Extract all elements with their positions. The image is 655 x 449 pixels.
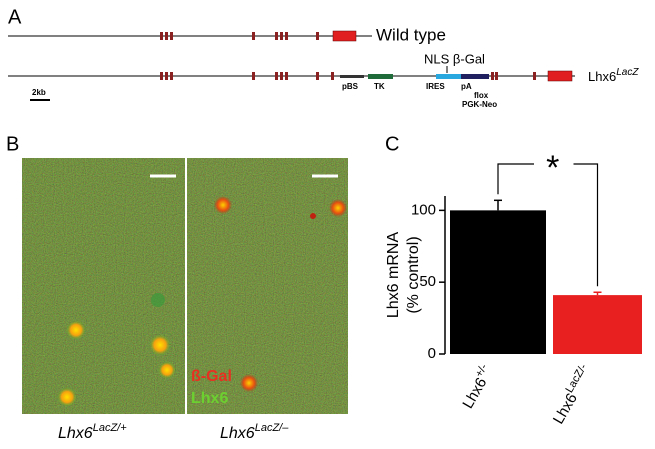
element-label: pBS bbox=[342, 82, 359, 91]
panel-letter: B bbox=[6, 133, 19, 155]
x-tick-label: Lhx6+/- bbox=[457, 362, 497, 412]
label-base: Lhx6 bbox=[58, 425, 93, 442]
label-superscript: LacZ/– bbox=[255, 422, 290, 434]
lacz-map bbox=[8, 66, 575, 101]
wild-type-map bbox=[8, 30, 372, 42]
y-tick-label: 100 bbox=[411, 201, 436, 218]
scale-label: 2kb bbox=[32, 88, 46, 97]
element-label: IRES bbox=[426, 82, 445, 91]
y-axis-label: (% control) bbox=[405, 236, 422, 313]
lacz-label: Lhx6LacZ bbox=[588, 67, 639, 85]
micrograph-left bbox=[22, 158, 185, 414]
stain-label: ß-Gal bbox=[191, 368, 232, 385]
label-base: Lhx6 bbox=[220, 425, 255, 442]
element-label: PGK-Neo bbox=[462, 100, 497, 109]
label-superscript: LacZ bbox=[616, 67, 639, 78]
genotype-label: Lhx6LacZ/– bbox=[220, 422, 289, 442]
x-tick-label: Lhx6LacZ/- bbox=[547, 362, 596, 427]
label-base: Lhx6 bbox=[588, 69, 616, 84]
micrograph-right bbox=[187, 158, 348, 414]
y-axis-label: Lhx6 mRNA bbox=[385, 232, 402, 319]
significance-bracket bbox=[497, 163, 599, 287]
genotype-label: Lhx6LacZ/+ bbox=[58, 422, 127, 442]
bar bbox=[553, 295, 642, 354]
label-superscript: +/- bbox=[473, 362, 490, 380]
element-label: pA bbox=[461, 82, 472, 91]
significance-star: * bbox=[546, 149, 559, 187]
stain-label: Lhx6 bbox=[191, 390, 228, 407]
y-tick-label: 50 bbox=[419, 273, 436, 290]
wild-type-label: Wild type bbox=[376, 25, 446, 44]
element-label: TK bbox=[374, 82, 385, 91]
label-superscript: LacZ/+ bbox=[93, 422, 128, 434]
label-base: Lhx6 bbox=[459, 375, 490, 412]
bar bbox=[450, 210, 546, 354]
panel-letter: C bbox=[385, 133, 399, 155]
label-superscript: LacZ/- bbox=[563, 362, 589, 395]
element-label: flox bbox=[474, 91, 489, 100]
cassette-label: NLS β-Gal bbox=[424, 51, 485, 66]
y-tick-label: 0 bbox=[428, 345, 436, 362]
label-base: Lhx6 bbox=[550, 390, 581, 427]
panel-letter: A bbox=[8, 6, 22, 28]
